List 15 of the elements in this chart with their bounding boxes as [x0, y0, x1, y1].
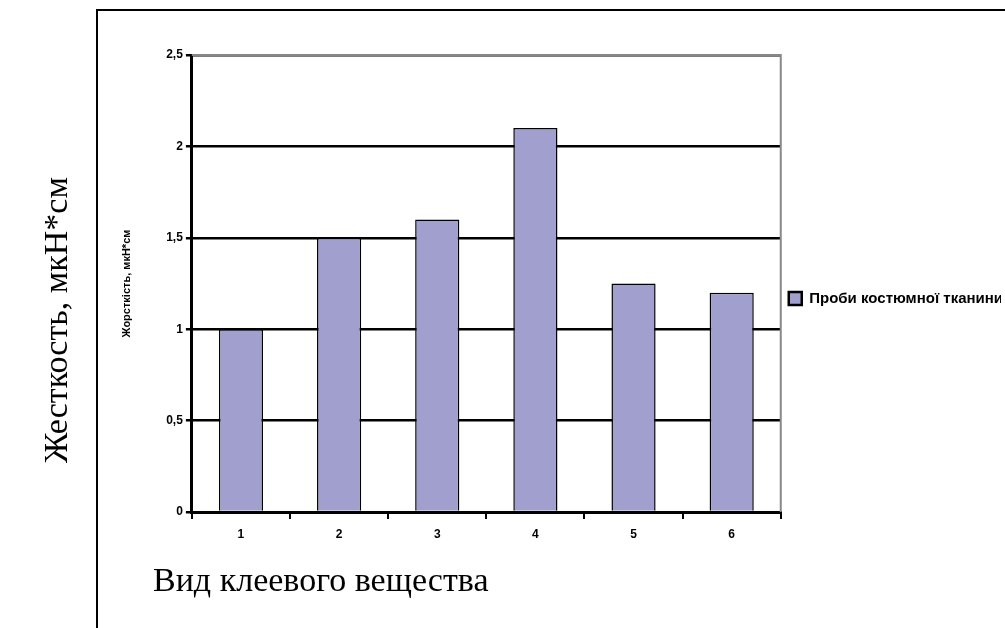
- y-axis-title: Жорсткість, мкН*см: [119, 229, 132, 339]
- x-tick-label: 4: [532, 526, 540, 541]
- text: Жесткость, мкН*см: [36, 177, 74, 463]
- x-tick-label: 3: [433, 526, 441, 541]
- y-tick-label: 0: [176, 504, 184, 519]
- x-axis-title: Вид клеевого вещества: [153, 560, 489, 598]
- y-tick-label: 0,5: [166, 412, 184, 427]
- x-tick-label: 5: [630, 526, 638, 541]
- x-tick-label: 2: [335, 526, 343, 541]
- y-tick-label: 2: [176, 138, 184, 153]
- x-tick-label: 1: [237, 526, 245, 541]
- y-tick-label: 1,5: [166, 230, 184, 245]
- y-tick-label: 2,5: [166, 47, 184, 62]
- y-tick-label: 1: [176, 321, 184, 336]
- x-tick-label: 6: [728, 526, 736, 541]
